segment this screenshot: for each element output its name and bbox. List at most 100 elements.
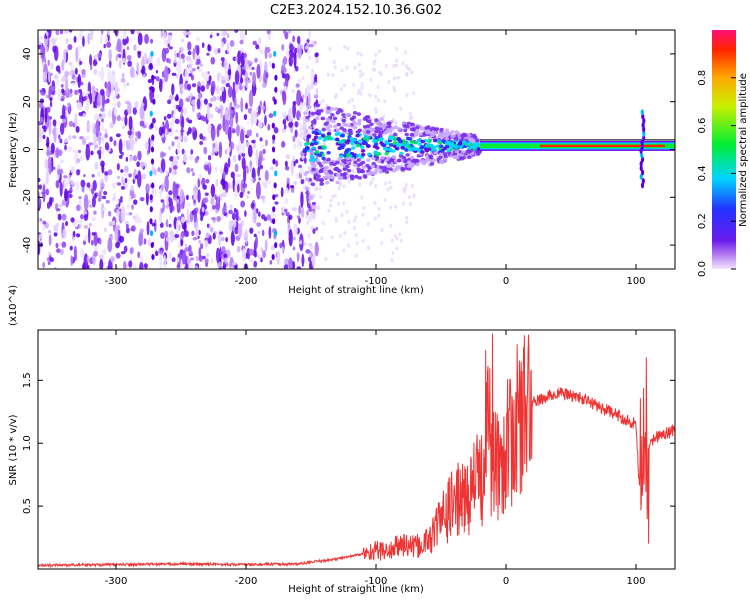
heatmap-noise-cell <box>188 250 193 255</box>
heatmap-noise-cell <box>83 194 89 211</box>
heatmap-noise-cell <box>163 31 167 46</box>
colorbar-tick-label: 0.4 <box>697 165 708 181</box>
heatmap-noise-cell <box>262 250 267 259</box>
heatmap-noise-cell <box>138 233 142 247</box>
heatmap-scatter-cell <box>310 111 316 116</box>
heatmap-scatter-cell <box>335 110 341 115</box>
heatmap-scatter-cell <box>359 169 365 173</box>
heatmap-scatter-cell <box>399 151 404 156</box>
heatmap-y-ticks: -40 -20 0 20 40 <box>22 48 675 253</box>
heatmap-noise-cell <box>93 231 98 247</box>
heatmap-scatter-cell <box>336 122 341 127</box>
heatmap-scatter-cell <box>337 156 343 161</box>
heatmap-noise-cell <box>158 215 163 222</box>
snr-x-ticks: -300 -200 -100 0 100 <box>105 330 646 587</box>
heatmap-noise-cell <box>283 67 287 74</box>
heatmap-faint-cell <box>338 182 342 187</box>
heatmap-noise-cell <box>136 217 142 224</box>
heatmap-noise-cell <box>176 264 181 269</box>
heatmap-noise-cell <box>78 196 82 200</box>
heatmap-scatter-cell <box>426 147 432 151</box>
heatmap-noise-cell <box>201 259 204 263</box>
heatmap-noise-cell <box>179 88 183 95</box>
heatmap-noise-cell <box>187 56 193 73</box>
heatmap-faint-cell <box>311 68 315 73</box>
heatmap-noise-cell <box>202 116 207 122</box>
heatmap-faint-cell <box>389 223 393 228</box>
heatmap-noise-cell <box>247 144 253 158</box>
heatmap-noise-cell <box>90 187 95 194</box>
heatmap-noise-cell <box>197 85 201 94</box>
heatmap-noise-cell <box>210 32 214 36</box>
heatmap-noise-cell <box>77 45 82 52</box>
heatmap-noise-cell <box>174 233 180 238</box>
heatmap-scatter-cell <box>382 143 387 148</box>
heatmap-noise-cell <box>143 263 148 269</box>
heatmap-noise-cell <box>226 33 230 39</box>
heatmap-scatter-cell <box>453 145 459 149</box>
heatmap-noise-cell <box>240 97 244 113</box>
heatmap-faint-cell <box>309 245 313 250</box>
heatmap-noise-cell <box>204 137 207 141</box>
heatmap-faint-cell <box>383 198 387 203</box>
heatmap-scatter-cell <box>391 155 396 159</box>
heatmap-noise-cell <box>102 207 107 211</box>
heatmap-faint-cell <box>322 221 326 226</box>
heatmap-noise-cell <box>251 139 256 144</box>
heatmap-noise-cell <box>255 181 261 200</box>
heatmap-faint-cell <box>309 212 313 217</box>
heatmap-scatter-cell <box>428 154 433 158</box>
heatmap-scatter-cell <box>430 133 435 137</box>
heatmap-noise-cell <box>82 35 85 48</box>
heatmap-faint-cell <box>404 186 408 191</box>
heatmap-noise-cell <box>69 245 73 251</box>
heatmap-noise-cell <box>210 56 216 65</box>
heatmap-noise-cell <box>123 245 128 253</box>
heatmap-noise-cell <box>308 30 312 39</box>
heatmap-streak-cell <box>149 218 153 225</box>
heatmap-noise-cell <box>81 137 87 145</box>
heatmap-noise-cell <box>249 65 253 70</box>
heatmap-noise-cell <box>211 146 215 156</box>
heatmap-noise-cell <box>237 223 243 239</box>
heatmap-scatter-cell <box>429 144 434 148</box>
heatmap-noise-cell <box>207 71 210 75</box>
heatmap-faint-cell <box>346 46 350 51</box>
heatmap-scatter-cell <box>350 157 355 161</box>
heatmap-noise-cell <box>252 109 258 125</box>
heatmap-noise-cell <box>247 79 251 84</box>
heatmap-noise-cell <box>235 209 239 222</box>
heatmap-noise-cell <box>55 203 58 211</box>
heatmap-scatter-cell <box>339 162 344 166</box>
heatmap-noise-cell <box>184 80 189 84</box>
heatmap-noise-cell <box>38 233 43 239</box>
heatmap-scatter-cell <box>384 170 390 174</box>
heatmap-noise-cell <box>269 260 273 265</box>
heatmap-scatter-cell <box>414 158 419 163</box>
heatmap-noise-cell <box>86 90 90 95</box>
heatmap-noise-cell <box>300 191 304 208</box>
heatmap-noise-cell <box>80 179 86 188</box>
heatmap-noise-cell <box>281 43 285 51</box>
heatmap-scatter-cell <box>379 141 384 145</box>
heatmap-noise-cell <box>160 232 165 239</box>
heatmap-noise-cell <box>122 125 126 130</box>
heatmap-noise-cell <box>236 173 242 178</box>
heatmap-noise-cell <box>195 44 198 51</box>
heatmap-noise-cell <box>281 212 285 216</box>
heatmap-noise-cell <box>294 129 298 138</box>
heatmap-noise-cell <box>114 30 119 37</box>
heatmap-noise-cell <box>176 57 182 74</box>
heatmap-noise-cell <box>100 182 105 188</box>
heatmap-noise-cell <box>187 41 192 51</box>
heatmap-noise-cell <box>293 236 297 241</box>
heatmap-noise-cell <box>139 104 145 120</box>
heatmap-scatter-cell <box>320 116 325 121</box>
heatmap-noise-cell <box>198 239 202 244</box>
heatmap-noise-cell <box>190 149 194 155</box>
heatmap-noise-cell <box>243 52 247 58</box>
heatmap-noise-cell <box>246 195 249 199</box>
heatmap-faint-cell <box>401 61 405 66</box>
heatmap-scatter-cell <box>319 109 324 113</box>
heatmap-noise-cell <box>103 227 108 233</box>
